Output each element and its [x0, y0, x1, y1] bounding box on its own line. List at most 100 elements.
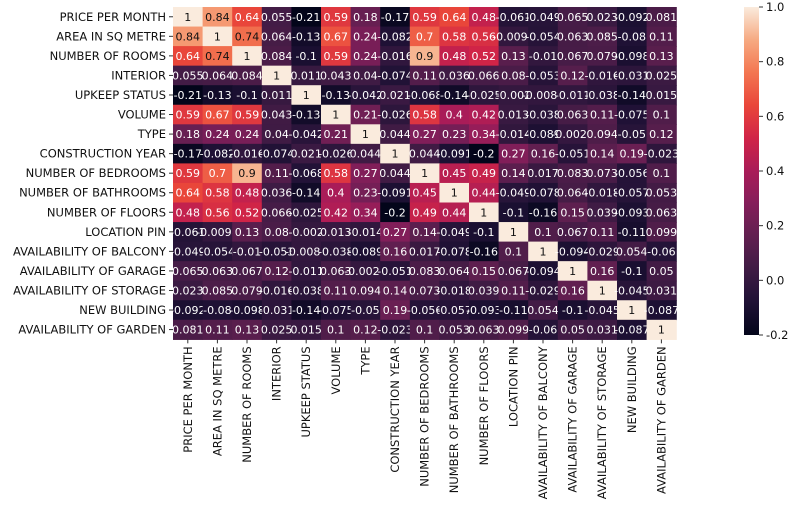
- heatmap-cell: [587, 182, 618, 204]
- heatmap-cell: [587, 65, 618, 86]
- heatmap-cell: [232, 85, 263, 106]
- heatmap-cell: [202, 7, 233, 28]
- cell-value-label: 0.48: [176, 206, 201, 219]
- cell-value-label: -0.091: [436, 148, 471, 161]
- heatmap-cell: [409, 65, 440, 86]
- heatmap-cell: [557, 319, 588, 340]
- cell-value-label: 0.59: [176, 109, 201, 122]
- cell-value-label: 0.21: [324, 128, 349, 141]
- heatmap-cell: [646, 26, 677, 47]
- heatmap-cell: [261, 300, 292, 321]
- heatmap-cell: [439, 143, 470, 164]
- heatmap-cell: [617, 319, 648, 340]
- cell-value-label: -0.078: [436, 245, 471, 258]
- cell-value-label: 1: [628, 304, 635, 317]
- heatmap-cell: [261, 26, 292, 47]
- cell-value-label: -0.051: [377, 265, 412, 278]
- cell-value-label: 0.49: [412, 206, 437, 219]
- heatmap-cell: [439, 261, 470, 282]
- cell-value-label: -0.0027: [344, 265, 386, 278]
- row-tick-label: TYPE: [137, 127, 166, 141]
- cell-value-label: 0.044: [350, 148, 382, 161]
- cell-value-label: 0.13: [649, 50, 674, 63]
- heatmap-cell: [350, 280, 381, 301]
- cell-value-label: 1: [599, 284, 606, 297]
- cell-value-label: 0.023: [586, 11, 618, 24]
- cell-value-label: -0.094: [525, 265, 560, 278]
- cell-value-label: 0.48: [235, 187, 260, 200]
- heatmap-cell: [557, 300, 588, 321]
- cell-value-label: -0.21: [174, 89, 202, 102]
- cell-value-label: -0.14: [618, 89, 646, 102]
- cell-value-label: 0.067: [498, 265, 530, 278]
- heatmap-cell: [173, 222, 204, 243]
- heatmap-cell: [232, 182, 263, 204]
- cell-value-label: 0.24: [353, 30, 378, 43]
- heatmap-cell: [439, 65, 470, 86]
- heatmap-cell: [261, 280, 292, 301]
- heatmap-cell: [321, 143, 352, 164]
- cell-value-label: 0.11: [501, 284, 526, 297]
- cell-value-label: -0.068: [407, 89, 442, 102]
- cell-value-label: -0.061: [496, 11, 531, 24]
- heatmap-cell: [261, 124, 292, 145]
- heatmap-cell: [202, 26, 233, 47]
- heatmap-cell: [291, 202, 322, 223]
- cell-value-label: 0.017: [409, 245, 441, 258]
- colorbar-tick-label: -0.2: [766, 328, 788, 342]
- heatmap-cell: [498, 300, 529, 321]
- heatmap-cell: [380, 104, 411, 125]
- cell-value-label: -0.13: [203, 89, 231, 102]
- cell-value-label: 0.42: [324, 206, 349, 219]
- cell-value-label: 0.055: [261, 11, 293, 24]
- heatmap-cell: [291, 163, 322, 184]
- heatmap-cell: [587, 319, 618, 340]
- cell-value-label: -0.045: [614, 284, 649, 297]
- cell-value-label: -0.082: [377, 30, 412, 43]
- cell-value-label: 0.64: [235, 11, 260, 24]
- cell-value-label: -0.06: [647, 245, 675, 258]
- cell-value-label: 0.15: [472, 265, 497, 278]
- heatmap-cell: [380, 65, 411, 86]
- heatmap-cell: [380, 319, 411, 340]
- cell-value-label: 1: [332, 109, 339, 122]
- heatmap-cell: [498, 182, 529, 204]
- heatmap-cell: [528, 163, 559, 184]
- cell-value-label: 1: [184, 11, 191, 24]
- heatmap-cell: [321, 26, 352, 47]
- cell-value-label: 0.21: [353, 109, 378, 122]
- heatmap-cell: [469, 124, 500, 145]
- cell-value-label: 0.031: [646, 284, 678, 297]
- colorbar-tick-label: 0.8: [766, 55, 784, 69]
- cell-value-label: 0.063: [320, 265, 352, 278]
- cell-value-label: 0.44: [442, 206, 467, 219]
- heatmap-cell: [617, 143, 648, 164]
- cell-value-label: 0.45: [442, 167, 467, 180]
- cell-value-label: -0.014: [496, 128, 531, 141]
- heatmap-cell: [587, 261, 618, 282]
- heatmap-cell: [557, 46, 588, 67]
- column-tick-label: AVAILABILITY OF STORAGE: [595, 346, 609, 499]
- cell-value-label: -0.2: [384, 206, 405, 219]
- cell-value-label: 0.043: [261, 109, 293, 122]
- heatmap-cell: [173, 280, 204, 301]
- cell-value-label: 1: [273, 69, 280, 82]
- heatmap-cell: [646, 182, 677, 204]
- heatmap-cell: [469, 241, 500, 262]
- heatmap-cell: [617, 182, 648, 204]
- cell-value-label: 0.11: [590, 226, 615, 239]
- heatmap-cell: [557, 261, 588, 282]
- cell-value-label: 0.4: [445, 109, 463, 122]
- cell-value-label: -0.053: [525, 69, 560, 82]
- heatmap-cell: [173, 46, 204, 67]
- cell-value-label: 0.16: [560, 284, 585, 297]
- cell-value-label: -0.023: [377, 324, 412, 337]
- cell-value-label: 0.7: [416, 30, 434, 43]
- heatmap-cell: [646, 319, 677, 340]
- cell-value-label: 0.56: [205, 206, 230, 219]
- heatmap-cell: [202, 300, 233, 321]
- cell-value-label: 0.1: [653, 167, 671, 180]
- heatmap-cell: [646, 124, 677, 145]
- cell-value-label: 0.063: [557, 30, 589, 43]
- heatmap-cell: [498, 143, 529, 164]
